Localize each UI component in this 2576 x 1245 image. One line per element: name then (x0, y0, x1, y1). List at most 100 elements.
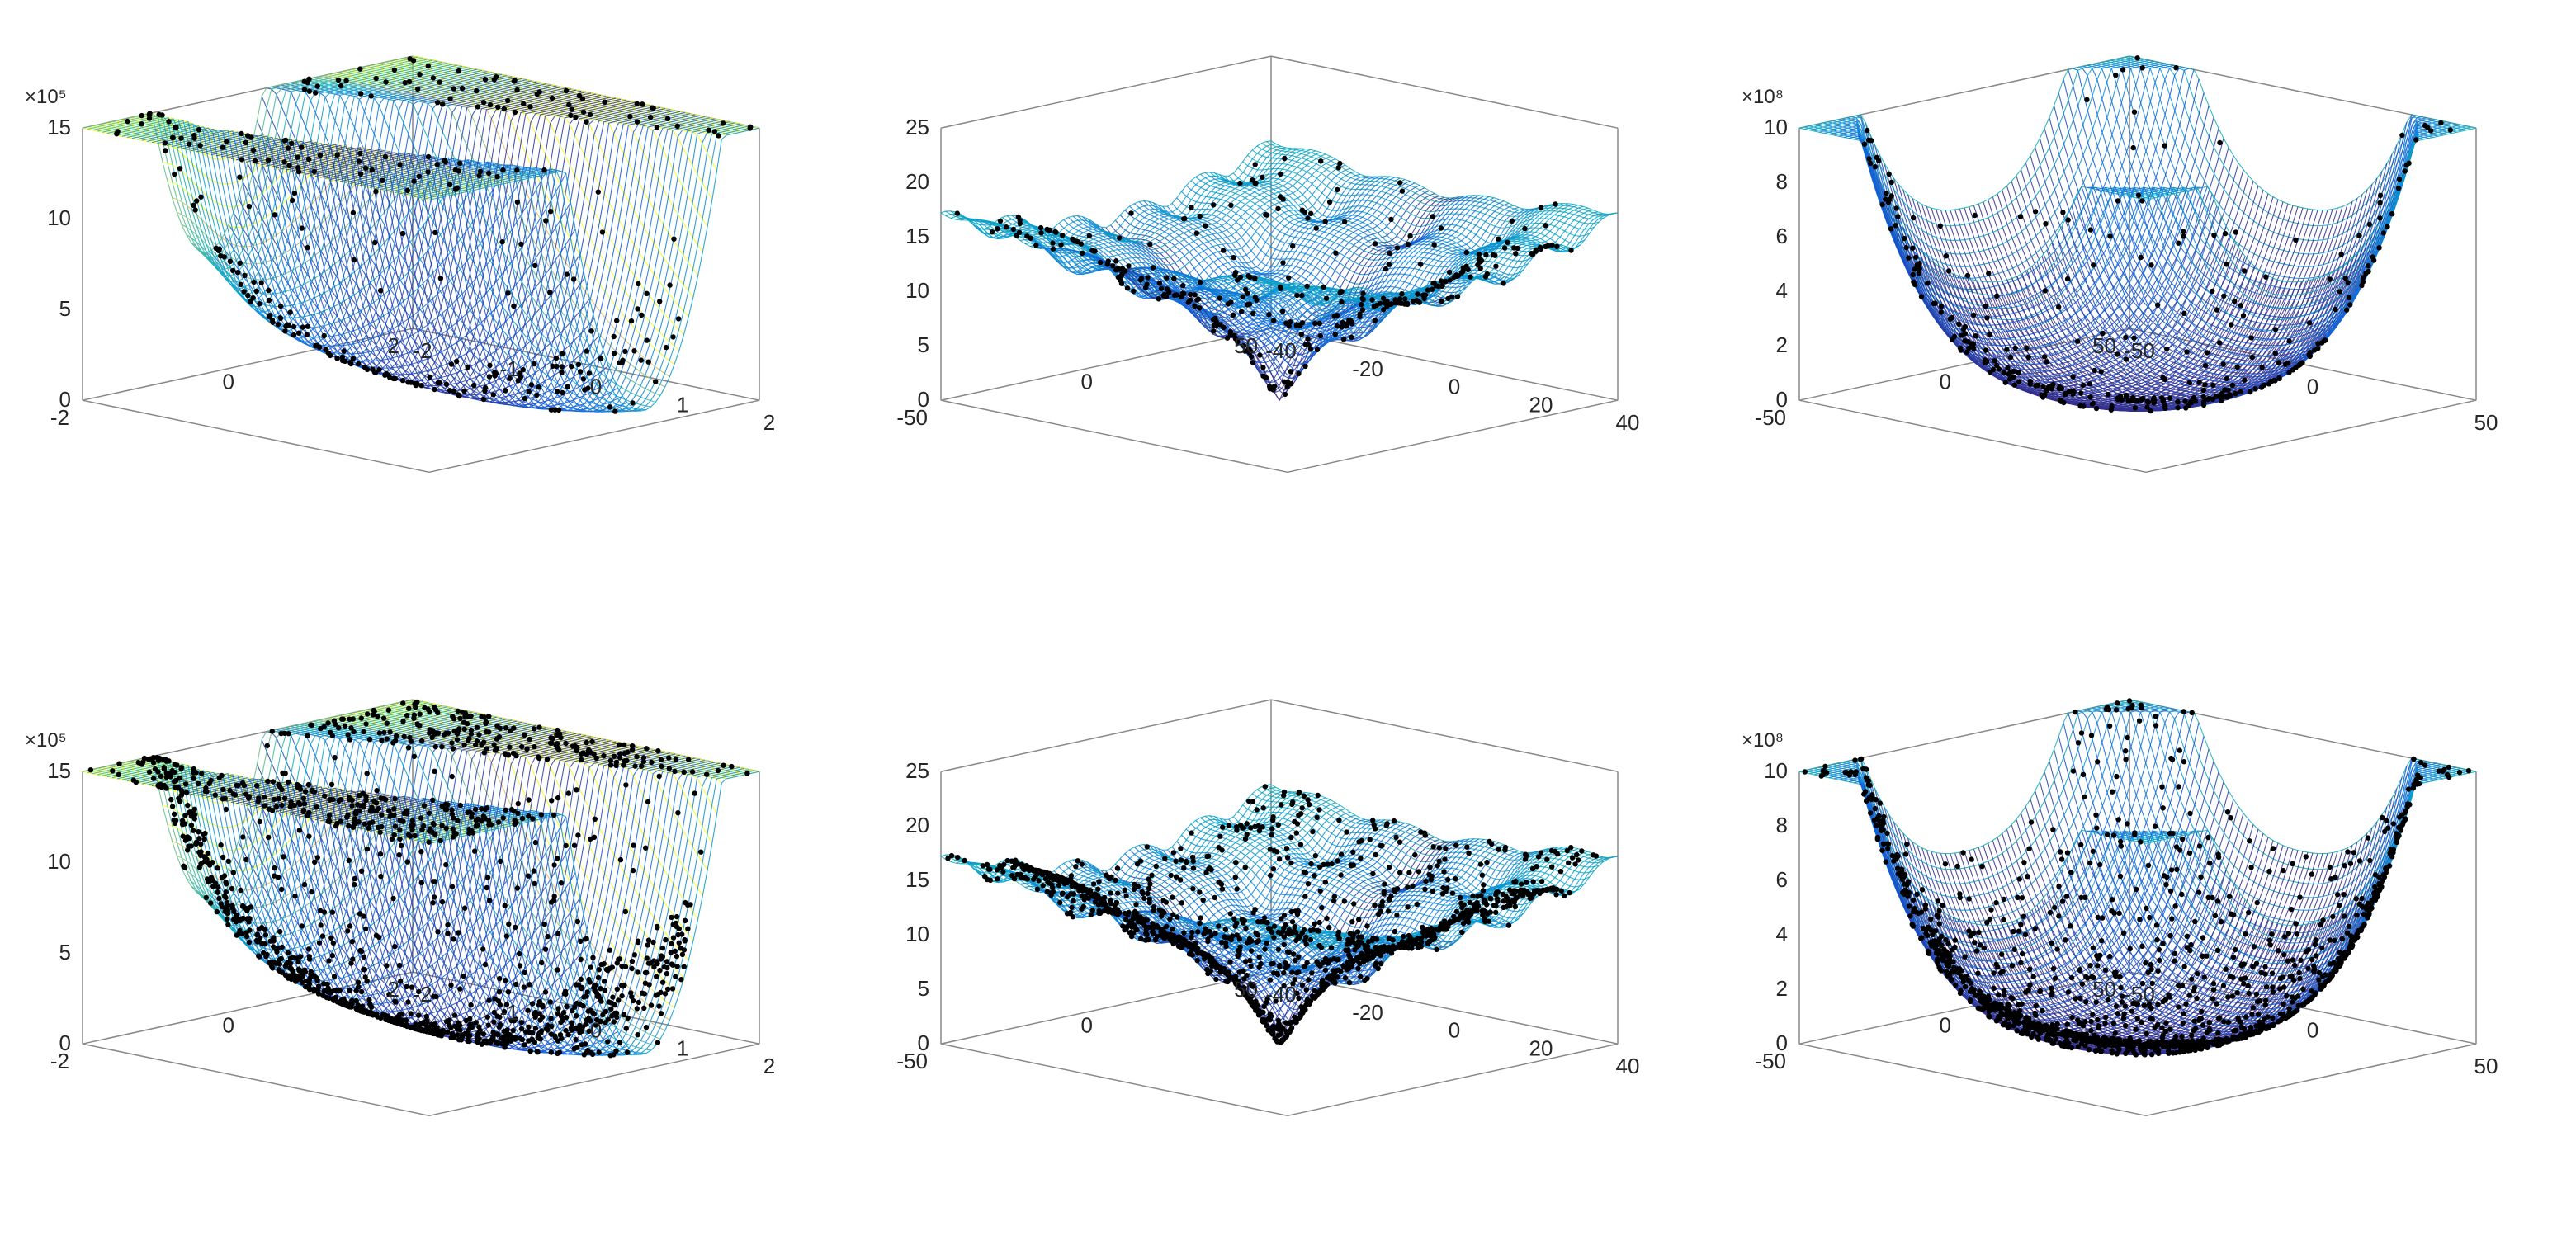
sample-point (1318, 158, 1324, 164)
sample-point (1203, 870, 1209, 876)
sample-point (545, 933, 551, 940)
sample-point (362, 821, 368, 827)
sample-point (1893, 223, 1898, 229)
sample-point (616, 997, 622, 1003)
sample-point (569, 364, 574, 370)
sample-point (631, 952, 638, 958)
sample-point (578, 369, 584, 375)
sample-point (1145, 275, 1151, 281)
sample-point (501, 1008, 508, 1015)
sample-point (1082, 894, 1089, 901)
sample-point (1372, 241, 1378, 247)
sample-point (1381, 944, 1387, 950)
sample-point (2109, 403, 2115, 409)
sample-point (462, 905, 468, 911)
sample-point (578, 976, 584, 983)
sample-point (1888, 179, 1894, 186)
mesh-line (2145, 127, 2477, 283)
sample-point (351, 819, 357, 826)
mesh-line (2011, 850, 2343, 1055)
sample-point (414, 721, 420, 727)
sample-point (1359, 301, 1364, 308)
sample-point (2175, 405, 2181, 411)
sample-point (2346, 923, 2352, 930)
sample-point (225, 858, 231, 865)
sample-point (1925, 280, 1931, 286)
axis-edge (1270, 699, 1619, 772)
sample-point (1231, 977, 1237, 983)
sample-point (650, 939, 656, 946)
sample-point (1544, 856, 1550, 862)
sample-point (2229, 322, 2234, 328)
sample-point (230, 267, 236, 274)
mesh-line (121, 707, 453, 946)
sample-point (1178, 846, 1184, 851)
sample-point (358, 868, 365, 875)
sample-point (1286, 275, 1292, 281)
sample-point (1893, 205, 1899, 211)
sample-point (305, 946, 312, 952)
sample-point (1312, 320, 1318, 326)
sample-point (1465, 266, 1471, 273)
sample-point (1255, 938, 1262, 944)
sample-point (595, 974, 602, 981)
x-tick-label: 1 (677, 1035, 688, 1060)
sample-point (182, 837, 189, 843)
sample-point (166, 119, 172, 125)
sample-point (526, 813, 532, 819)
sample-point (1357, 960, 1363, 967)
sample-point (1069, 904, 1075, 911)
sample-point (1468, 911, 1474, 917)
sample-point (382, 153, 389, 160)
sample-point (2214, 1001, 2219, 1007)
sample-point (1230, 312, 1236, 318)
axis-edge (1270, 55, 1619, 129)
sample-point (552, 1034, 558, 1040)
sample-point (173, 785, 178, 790)
sample-point (617, 1040, 623, 1045)
sample-point (575, 832, 581, 838)
sample-point (416, 173, 422, 179)
sample-point (2093, 812, 2099, 818)
sample-point (1373, 851, 1379, 858)
sample-point (1195, 929, 1201, 935)
sample-point (1457, 894, 1463, 901)
sample-point (1222, 969, 1228, 976)
sample-point (297, 973, 304, 979)
mesh-line (2135, 769, 2467, 953)
sample-point (1591, 852, 1596, 858)
mesh-line (240, 88, 572, 380)
sample-point (611, 753, 617, 759)
sample-point (2043, 221, 2049, 227)
sample-point (644, 746, 650, 752)
sample-point (369, 167, 375, 173)
sample-point (1260, 824, 1265, 830)
sample-point (2173, 844, 2180, 850)
sample-point (517, 370, 522, 376)
sample-point (1938, 309, 1945, 315)
axis-edge (1287, 1043, 1619, 1117)
sample-point (454, 358, 460, 365)
sample-point (2241, 268, 2248, 274)
sample-point (1257, 352, 1263, 358)
mesh-line (156, 714, 488, 979)
sample-point (549, 1023, 555, 1030)
sample-point (492, 996, 498, 1002)
mesh-line (126, 64, 458, 308)
sample-point (1296, 969, 1302, 975)
sample-point (265, 157, 272, 163)
sample-point (1050, 889, 1056, 895)
sample-point (465, 1038, 470, 1045)
sample-point (2206, 395, 2212, 402)
mesh-line (1163, 197, 1495, 342)
sample-point (278, 886, 285, 893)
sample-point (393, 999, 399, 1005)
sample-point (141, 755, 148, 762)
sample-point (409, 818, 415, 824)
sample-point (1917, 266, 1922, 271)
sample-point (180, 833, 186, 839)
sample-point (1539, 879, 1545, 884)
sample-point (1569, 855, 1576, 861)
sample-point (482, 961, 489, 968)
